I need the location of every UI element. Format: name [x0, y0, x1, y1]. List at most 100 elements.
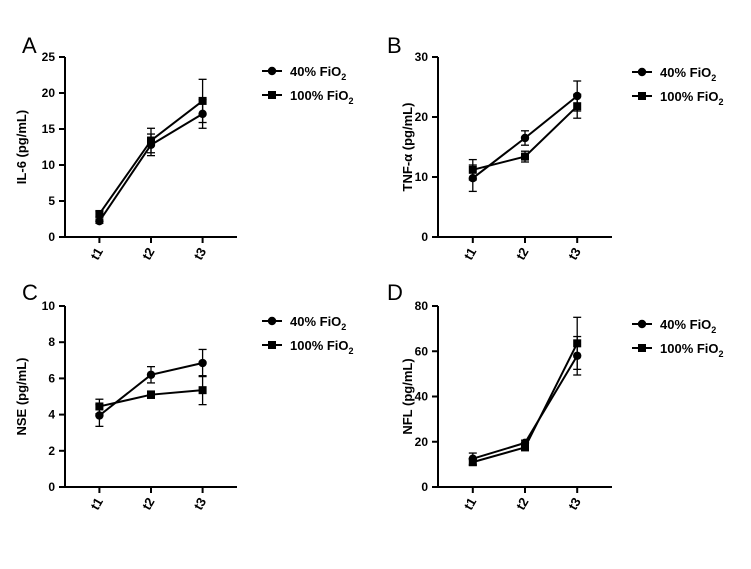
- series-fio2-100: [95, 375, 207, 415]
- y-tick-label: 80: [415, 299, 429, 313]
- legend-label-subscript: 2: [349, 346, 354, 356]
- legend-item: 100% FiO2: [262, 338, 354, 356]
- data-point-circle: [198, 358, 207, 368]
- legend-label: 100% FiO2: [290, 338, 354, 356]
- data-point-square: [147, 390, 155, 399]
- y-tick-label: 4: [48, 408, 55, 422]
- y-tick-label: 60: [415, 344, 429, 358]
- y-axis-label: NFL (pg/mL): [400, 358, 415, 434]
- legend-marker-circle: [637, 67, 647, 77]
- y-tick-label: 0: [48, 230, 55, 244]
- data-point-square: [198, 96, 207, 105]
- data-point-square: [521, 152, 529, 161]
- legend-label-subscript: 2: [719, 97, 724, 107]
- legend-item: 100% FiO2: [632, 341, 724, 359]
- x-tick-label: t2: [513, 245, 532, 263]
- y-tick-label: 25: [42, 50, 56, 64]
- panel-letter: B: [387, 33, 402, 58]
- y-tick-label: 40: [415, 390, 429, 404]
- panel-letter: D: [387, 280, 403, 305]
- legend-label-subscript: 2: [349, 96, 354, 106]
- legend-label-subscript: 2: [719, 349, 724, 359]
- panel-letter: A: [22, 33, 37, 58]
- x-tick-label: t1: [87, 495, 106, 513]
- x-tick-label: t3: [190, 495, 209, 513]
- data-point-square: [468, 458, 477, 467]
- legend-label-main: 100% FiO: [290, 338, 349, 353]
- series-fio2-100: [95, 78, 207, 218]
- x-tick-label: t1: [87, 245, 106, 263]
- y-tick-label: 10: [42, 158, 56, 172]
- data-point-square: [95, 402, 104, 411]
- legend-label-main: 100% FiO: [290, 88, 349, 103]
- y-tick-label: 20: [42, 86, 56, 100]
- y-tick-label: 0: [421, 480, 428, 494]
- y-tick-label: 2: [48, 444, 55, 458]
- legend-marker-square: [638, 92, 646, 100]
- data-point-square: [468, 165, 477, 174]
- series-fio2-40: [95, 348, 207, 428]
- data-point-square: [573, 102, 582, 111]
- legend-marker-circle: [267, 316, 277, 326]
- y-tick-label: 20: [415, 110, 429, 124]
- x-tick-label: t1: [461, 495, 480, 513]
- series-fio2-100: [468, 316, 582, 467]
- legend-label-main: 100% FiO: [660, 89, 719, 104]
- legend-item: 40% FiO2: [632, 317, 716, 335]
- y-tick-label: 20: [415, 435, 429, 449]
- series-fio2-100: [468, 93, 582, 181]
- data-point-square: [147, 136, 155, 145]
- legend-label-main: 40% FiO: [660, 317, 711, 332]
- y-axis-label: TNF-α (pg/mL): [400, 103, 415, 192]
- x-tick-label: t2: [139, 495, 158, 513]
- legend-marker-circle: [637, 319, 647, 329]
- x-tick-label: t2: [139, 245, 158, 263]
- y-tick-label: 5: [48, 194, 55, 208]
- panel-letter: C: [22, 280, 38, 305]
- x-tick-label: t2: [513, 495, 532, 513]
- legend-marker-circle: [267, 66, 277, 76]
- data-point-square: [573, 339, 582, 348]
- legend-item: 40% FiO2: [632, 65, 716, 83]
- x-tick-label: t3: [565, 495, 584, 513]
- legend-label: 40% FiO2: [660, 317, 716, 335]
- legend-label: 40% FiO2: [290, 64, 346, 82]
- data-point-square: [521, 443, 529, 452]
- legend-label: 40% FiO2: [660, 65, 716, 83]
- legend-item: 100% FiO2: [262, 88, 354, 106]
- data-point-circle: [520, 133, 530, 143]
- legend-label-subscript: 2: [341, 322, 346, 332]
- legend-label: 100% FiO2: [660, 89, 724, 107]
- y-tick-label: 0: [48, 480, 55, 494]
- legend-item: 40% FiO2: [262, 314, 346, 332]
- y-tick-label: 6: [48, 371, 55, 385]
- legend-label-main: 100% FiO: [660, 341, 719, 356]
- legend-label: 40% FiO2: [290, 314, 346, 332]
- y-tick-label: 8: [48, 335, 55, 349]
- legend-marker-square: [268, 341, 276, 349]
- series-fio2-40: [95, 98, 207, 226]
- legend-label: 100% FiO2: [290, 88, 354, 106]
- y-axis-label: IL-6 (pg/mL): [14, 110, 29, 184]
- legend-label-subscript: 2: [711, 325, 716, 335]
- legend-item: 40% FiO2: [262, 64, 346, 82]
- legend-label-main: 40% FiO: [290, 314, 341, 329]
- x-tick-label: t1: [461, 245, 480, 263]
- legend-marker-square: [268, 91, 276, 99]
- series-fio2-40: [468, 80, 582, 193]
- legend-label-subscript: 2: [341, 72, 346, 82]
- y-axis-label: NSE (pg/mL): [14, 358, 29, 436]
- legend-label-main: 40% FiO: [660, 65, 711, 80]
- x-tick-label: t3: [565, 245, 584, 263]
- y-tick-label: 10: [415, 170, 429, 184]
- legend-item: 100% FiO2: [632, 89, 724, 107]
- legend-label: 100% FiO2: [660, 341, 724, 359]
- y-tick-label: 15: [42, 122, 56, 136]
- data-point-circle: [146, 370, 156, 379]
- y-tick-label: 10: [42, 299, 56, 313]
